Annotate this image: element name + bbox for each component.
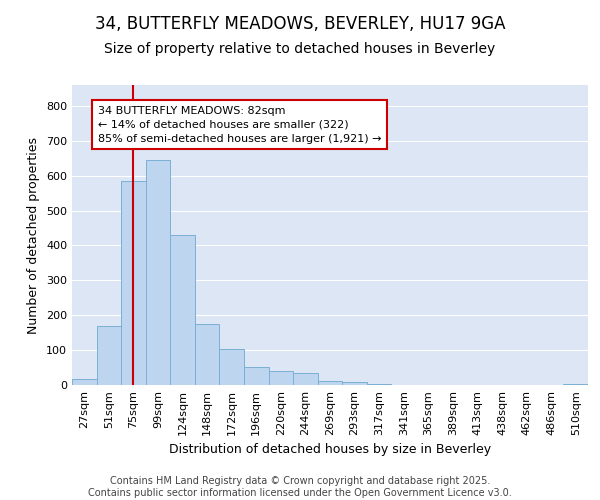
Bar: [318, 381, 342, 385]
Bar: [195, 324, 220, 385]
Bar: [563, 384, 588, 385]
Bar: [244, 367, 269, 385]
Bar: [269, 371, 293, 385]
Bar: [146, 160, 170, 385]
X-axis label: Distribution of detached houses by size in Beverley: Distribution of detached houses by size …: [169, 444, 491, 456]
Bar: [72, 378, 97, 385]
Bar: [170, 235, 195, 385]
Bar: [342, 382, 367, 385]
Bar: [97, 326, 121, 385]
Text: 34, BUTTERFLY MEADOWS, BEVERLEY, HU17 9GA: 34, BUTTERFLY MEADOWS, BEVERLEY, HU17 9G…: [95, 15, 505, 33]
Y-axis label: Number of detached properties: Number of detached properties: [28, 136, 40, 334]
Bar: [367, 384, 391, 385]
Text: Size of property relative to detached houses in Beverley: Size of property relative to detached ho…: [104, 42, 496, 56]
Bar: [121, 181, 146, 385]
Text: Contains HM Land Registry data © Crown copyright and database right 2025.
Contai: Contains HM Land Registry data © Crown c…: [88, 476, 512, 498]
Text: 34 BUTTERFLY MEADOWS: 82sqm
← 14% of detached houses are smaller (322)
85% of se: 34 BUTTERFLY MEADOWS: 82sqm ← 14% of det…: [98, 106, 382, 144]
Bar: [220, 349, 244, 385]
Bar: [293, 373, 318, 385]
